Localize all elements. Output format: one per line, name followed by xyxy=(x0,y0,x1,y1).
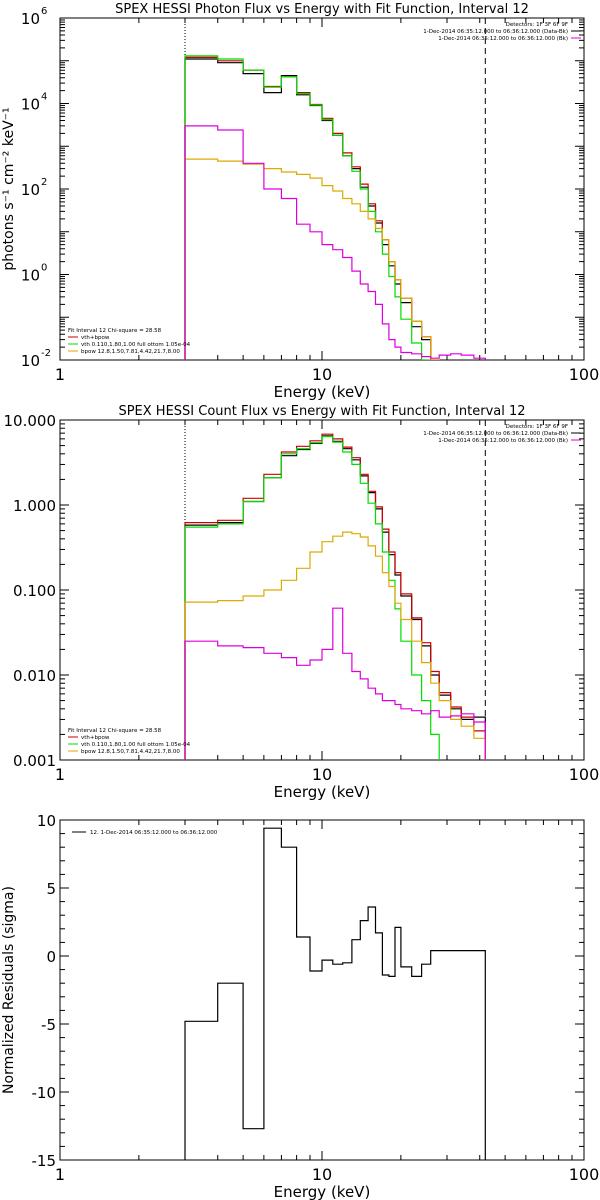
legend-entry: vth 0.110,1.80,1.00 full ottom 1.05e-04 xyxy=(81,342,191,348)
y-tick-label: -5 xyxy=(41,1016,56,1034)
x-axis-label: Energy (keV) xyxy=(274,1183,371,1200)
chart-title: SPEX HESSI Count Flux vs Energy with Fit… xyxy=(118,404,525,419)
y-tick-label: 10 xyxy=(21,352,40,370)
series-12-1-dec-2014-06-35-12-000-to-06-36-12-000 xyxy=(184,827,486,1160)
legend-top-entry: 1-Dec-2014 06:35:12.000 to 06:36:12.000 … xyxy=(438,36,568,42)
y-tick-label: 10 xyxy=(21,10,40,28)
y-axis-label: photons s⁻¹ cm⁻² keV⁻¹ xyxy=(1,107,17,270)
y-tick-label: 10 xyxy=(21,267,40,285)
legend-entry: vth 0.110,1.80,1.00 full ottom 1.05e-04 xyxy=(81,742,191,748)
panel-2: 1 10 100 0.001 0.010 0.100 1.000 10.000 SPEX HES… xyxy=(4,404,600,801)
series-bpow xyxy=(184,531,486,760)
y-tick-label: 0.100 xyxy=(13,582,56,600)
series-data-bk xyxy=(184,58,486,360)
y-tick-exponent: 4 xyxy=(41,92,47,103)
legend-top-entry: 1-Dec-2014 06:35:12.000 to 06:36:12.000 … xyxy=(423,29,568,35)
x-axis-label: Energy (keV) xyxy=(274,783,371,801)
legend-top-entry: Detectors: 1F 3F 6F 9F xyxy=(506,424,568,430)
y-tick-label: -10 xyxy=(32,1084,57,1102)
fit-summary: Fit Interval 12 Chi-square = 28.58 xyxy=(68,328,162,334)
legend-entry: vth+bpow xyxy=(81,735,110,741)
legend-top-entry: 1-Dec-2014 06:35:12.000 to 06:36:12.000 … xyxy=(438,438,568,444)
legend-entry: bpow 12.8,1.50,7.81,4.42,21.7,8.00 xyxy=(81,749,180,755)
x-tick-label: 10 xyxy=(312,765,332,784)
series-bk xyxy=(184,125,486,360)
x-tick-label: 100 xyxy=(569,1165,600,1184)
y-tick-label: 0 xyxy=(46,948,56,966)
series-vth xyxy=(184,435,486,760)
series-bpow xyxy=(184,158,486,360)
y-tick-label: -15 xyxy=(32,1152,57,1170)
plot-frame xyxy=(59,419,585,761)
series-group xyxy=(184,827,486,1160)
x-tick-label: 10 xyxy=(312,365,332,384)
legend-top: Detectors: 1F 3F 6F 9F1-Dec-2014 06:35:1… xyxy=(423,424,581,444)
legend-bottom: Fit Interval 12 Chi-square = 28.58vth+bp… xyxy=(68,728,191,755)
x-tick-label: 100 xyxy=(569,365,600,384)
y-tick-exponent: 2 xyxy=(41,177,47,188)
series-bk xyxy=(184,607,486,760)
plot-frame xyxy=(59,819,585,1161)
y-tick-label: 0.001 xyxy=(13,752,56,770)
y-tick-label: 10 xyxy=(21,181,40,199)
legend-top-entry: 1-Dec-2014 06:35:12.000 to 06:36:12.000 … xyxy=(423,431,568,437)
y-tick-label: 5 xyxy=(46,880,56,898)
y-tick-label: 10 xyxy=(21,96,40,114)
y-tick-label: 0.010 xyxy=(13,667,56,685)
legend-entry: bpow 12.8,1.50,7.81,4.42,21.7,8.00 xyxy=(81,349,180,355)
x-tick-label: 1 xyxy=(55,765,65,784)
legend-top: Detectors: 1F 3F 6F 9F1-Dec-2014 06:35:1… xyxy=(423,22,581,42)
series-vth-bpow xyxy=(184,56,486,360)
series-group xyxy=(184,433,486,760)
y-axis-label: Normalized Residuals (sigma) xyxy=(1,886,17,1094)
x-tick-label: 10 xyxy=(312,1165,332,1184)
series-group xyxy=(184,55,486,360)
x-tick-label: 1 xyxy=(55,365,65,384)
legend-bottom: Fit Interval 12 Chi-square = 28.58vth+bp… xyxy=(68,328,191,355)
legend-top: 12. 1-Dec-2014 06:35:12.000 to 06:36:12.… xyxy=(72,830,218,836)
series-data-bk xyxy=(184,435,486,760)
y-tick-label: 10 xyxy=(37,812,56,830)
x-tick-label: 100 xyxy=(569,765,600,784)
plot-frame xyxy=(59,17,585,361)
y-tick-exponent: 0 xyxy=(41,263,47,274)
series-vth xyxy=(184,55,486,360)
legend-top-entry: Detectors: 1F 3F 6F 9F xyxy=(506,22,568,28)
legend-entry: 12. 1-Dec-2014 06:35:12.000 to 06:36:12.… xyxy=(90,830,218,836)
y-tick-exponent: -2 xyxy=(41,348,51,359)
y-tick-label: 1.000 xyxy=(13,497,56,515)
series-vth-bpow xyxy=(184,433,486,760)
y-tick-label: 10.000 xyxy=(4,412,57,430)
fit-summary: Fit Interval 12 Chi-square = 28.58 xyxy=(68,728,162,734)
legend-entry: vth+bpow xyxy=(81,335,110,341)
x-axis-label: Energy (keV) xyxy=(274,383,371,401)
x-tick-label: 1 xyxy=(55,1165,65,1184)
chart-title: SPEX HESSI Photon Flux vs Energy with Fi… xyxy=(115,2,529,17)
y-tick-exponent: 6 xyxy=(41,6,47,17)
